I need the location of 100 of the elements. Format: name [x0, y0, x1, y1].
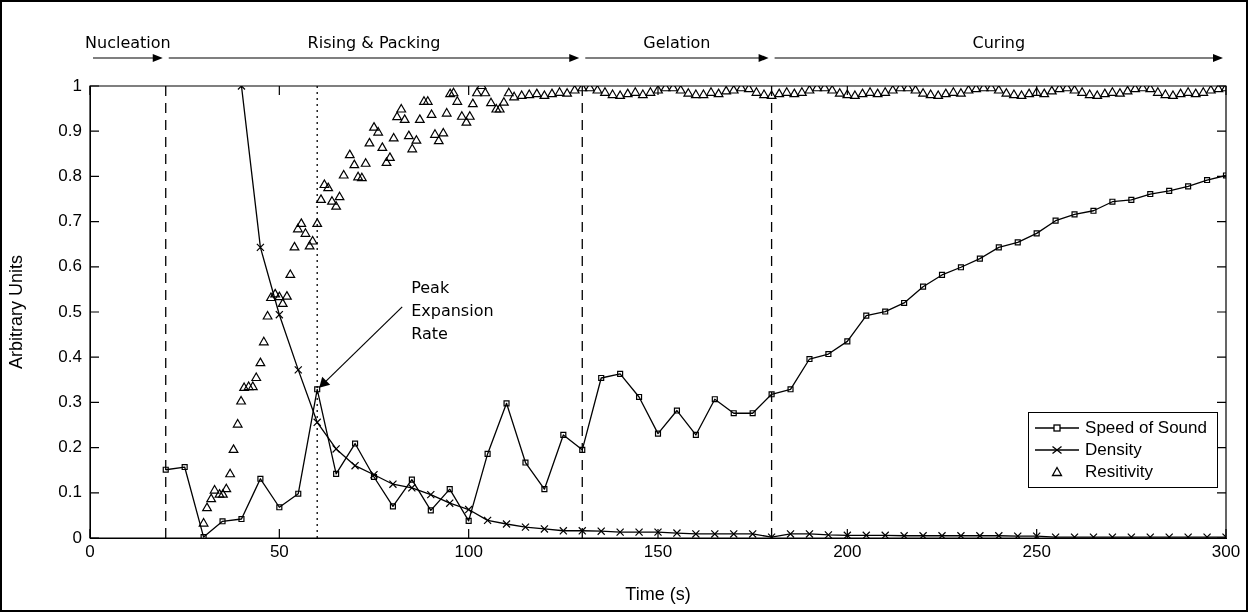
point — [975, 531, 984, 538]
point — [711, 396, 718, 403]
y-tick-label: 0.5 — [58, 301, 82, 321]
point — [427, 507, 434, 514]
point — [1090, 207, 1097, 214]
point — [389, 503, 397, 510]
point — [653, 527, 663, 537]
x-tick-label: 100 — [454, 541, 483, 561]
x-tick-label: 250 — [1022, 541, 1051, 561]
x-tick-label: 300 — [1211, 541, 1241, 561]
text: Curing — [972, 33, 1026, 52]
point — [617, 370, 624, 377]
point — [1071, 211, 1078, 218]
point — [805, 529, 814, 538]
point — [938, 271, 946, 279]
point — [313, 418, 322, 427]
point — [256, 243, 265, 252]
point — [276, 504, 283, 511]
point — [257, 475, 264, 482]
point — [919, 283, 927, 290]
point — [635, 393, 643, 401]
y-tick-label: 0.6 — [58, 256, 82, 276]
y-tick-label: 1 — [72, 75, 82, 95]
point — [295, 490, 302, 497]
x-tick-label: 200 — [833, 541, 862, 561]
point — [672, 528, 682, 538]
point — [1033, 230, 1040, 237]
point — [616, 527, 625, 537]
ref-line-label: Peak Expansion Rate — [411, 277, 494, 343]
y-tick-label: 0.8 — [58, 166, 82, 186]
y-tick-label: 0 — [72, 527, 82, 547]
point — [446, 486, 453, 493]
y-tick-label: 0.2 — [58, 437, 82, 457]
text: Gelation — [643, 33, 711, 52]
x-tick-label: 150 — [643, 541, 673, 561]
point — [1166, 187, 1173, 194]
point — [350, 461, 360, 470]
legend-label: Density — [1085, 440, 1142, 460]
point — [578, 526, 587, 535]
point — [862, 531, 871, 538]
point — [768, 391, 775, 398]
point — [1128, 196, 1135, 203]
y-tick-label: 0.9 — [58, 120, 82, 140]
point — [294, 365, 303, 374]
point — [483, 516, 492, 525]
point — [918, 531, 928, 538]
x-axis-title: Time (s) — [625, 584, 691, 605]
point — [1203, 176, 1211, 184]
point — [901, 299, 908, 307]
point — [881, 531, 890, 538]
point — [407, 483, 416, 492]
point — [370, 473, 378, 481]
point — [219, 518, 226, 525]
legend-label: Resitivity — [1085, 462, 1154, 482]
point — [824, 530, 833, 538]
y-tick-label: 0.1 — [58, 482, 82, 502]
x-tick-label: 50 — [269, 541, 289, 561]
point — [521, 523, 530, 532]
point — [937, 531, 947, 538]
point — [900, 531, 909, 538]
point — [673, 407, 681, 414]
point — [806, 355, 813, 363]
y-tick-label: 0.3 — [58, 392, 82, 412]
point — [1109, 198, 1116, 205]
point — [162, 466, 169, 473]
point — [388, 480, 398, 489]
point — [181, 463, 188, 471]
point — [825, 350, 832, 358]
point — [598, 374, 605, 382]
point — [976, 255, 983, 262]
point — [351, 440, 359, 447]
point — [748, 529, 757, 538]
point — [314, 386, 321, 393]
point — [426, 490, 435, 499]
point — [540, 524, 549, 534]
point — [786, 529, 795, 538]
point — [484, 450, 491, 457]
point — [956, 531, 966, 538]
point — [844, 338, 851, 345]
point — [502, 519, 511, 529]
point — [560, 431, 567, 439]
y-axis-title: Arbitrary Units — [5, 254, 26, 370]
point — [749, 410, 756, 417]
point — [333, 470, 340, 477]
point — [522, 459, 529, 466]
point — [995, 244, 1002, 251]
legend-label: Speed of Sound — [1085, 418, 1207, 438]
point — [882, 308, 889, 315]
point — [692, 431, 699, 439]
point — [275, 310, 284, 319]
point — [1052, 217, 1059, 224]
point — [843, 531, 852, 538]
point — [541, 486, 548, 493]
point — [691, 529, 700, 538]
point — [579, 446, 586, 453]
point — [957, 264, 965, 271]
point — [408, 476, 415, 483]
point — [597, 527, 606, 536]
point — [710, 529, 719, 538]
point — [654, 430, 662, 437]
